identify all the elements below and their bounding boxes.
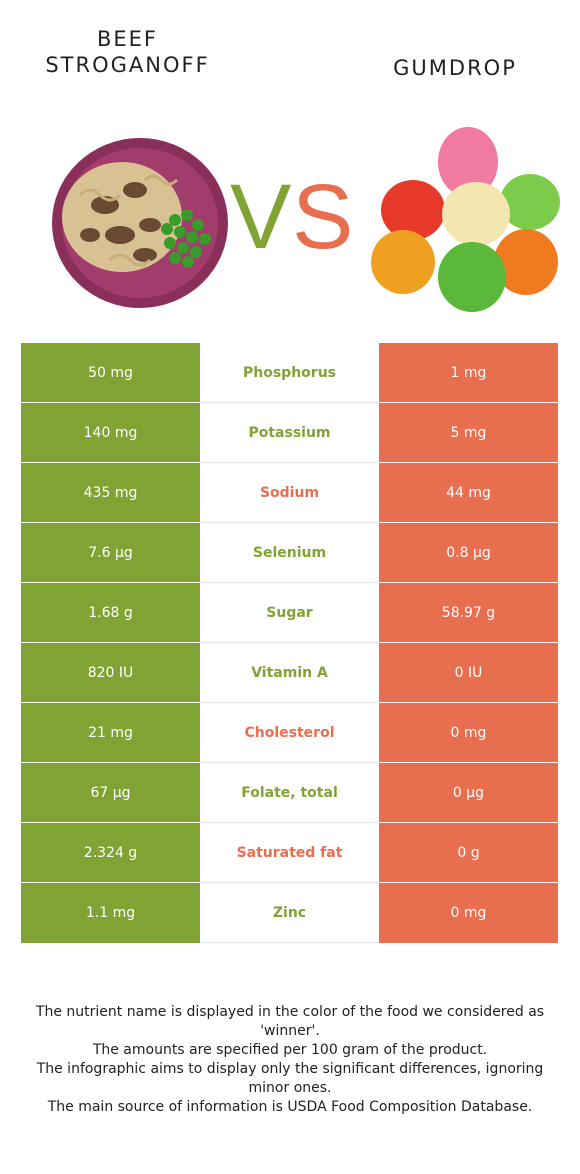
vs-label: V S — [230, 170, 352, 260]
nutrient-row: 1.1 mg Zinc 0 mg — [21, 882, 558, 943]
left-value: 435 mg — [21, 462, 200, 523]
nutrient-row: 140 mg Potassium 5 mg — [21, 402, 558, 463]
right-value: 58.97 g — [379, 582, 558, 643]
footer-line: The amounts are specified per 100 gram o… — [92, 1042, 488, 1058]
nutrient-name: Saturated fat — [200, 822, 379, 883]
left-value: 820 IU — [21, 642, 200, 703]
nutrient-name: Zinc — [200, 882, 379, 943]
nutrient-row: 1.68 g Sugar 58.97 g — [21, 582, 558, 643]
left-value: 21 mg — [21, 702, 200, 763]
nutrient-name: Phosphorus — [200, 343, 379, 403]
right-value: 0 mg — [379, 882, 558, 943]
svg-text:V: V — [230, 170, 291, 260]
left-value: 67 µg — [21, 762, 200, 823]
nutrient-row: 435 mg Sodium 44 mg — [21, 462, 558, 523]
footer-line: The infographic aims to display only the… — [36, 1061, 544, 1096]
nutrient-name: Vitamin A — [200, 642, 379, 703]
nutrient-name: Sodium — [200, 462, 379, 523]
right-value: 0 mg — [379, 702, 558, 763]
nutrient-name: Potassium — [200, 402, 379, 463]
nutrient-row: 21 mg Cholesterol 0 mg — [21, 702, 558, 763]
right-value: 1 mg — [379, 343, 558, 403]
left-value: 140 mg — [21, 402, 200, 463]
svg-text:S: S — [292, 170, 352, 260]
nutrient-row: 67 µg Folate, total 0 µg — [21, 762, 558, 823]
nutrient-row: 2.324 g Saturated fat 0 g — [21, 822, 558, 883]
nutrient-comparison-table: 50 mg Phosphorus 1 mg 140 mg Potassium 5 mg 43… — [21, 343, 558, 943]
left-value: 1.68 g — [21, 582, 200, 643]
right-value: 0 IU — [379, 642, 558, 703]
left-food-title: BEEF STROGANOFF — [45, 27, 210, 77]
right-value: 0 g — [379, 822, 558, 883]
right-value: 44 mg — [379, 462, 558, 523]
left-value: 7.6 µg — [21, 522, 200, 583]
nutrient-name: Folate, total — [200, 762, 379, 823]
nutrient-row: 7.6 µg Selenium 0.8 µg — [21, 522, 558, 583]
right-value: 5 mg — [379, 402, 558, 463]
nutrient-name: Cholesterol — [200, 702, 379, 763]
footer-line: The nutrient name is displayed in the co… — [35, 1004, 545, 1039]
nutrient-name: Sugar — [200, 582, 379, 643]
footer-line: The main source of information is USDA F… — [47, 1099, 533, 1115]
left-value: 1.1 mg — [21, 882, 200, 943]
left-value: 50 mg — [21, 343, 200, 403]
nutrient-name: Selenium — [200, 522, 379, 583]
right-food-title: GUMDROP — [393, 56, 517, 80]
nutrient-row: 50 mg Phosphorus 1 mg — [21, 343, 558, 403]
left-value: 2.324 g — [21, 822, 200, 883]
beef-stroganoff-image — [52, 138, 228, 308]
footer-notes: The nutrient name is displayed in the co… — [18, 1003, 562, 1117]
gumdrop-image — [371, 127, 560, 312]
right-value: 0.8 µg — [379, 522, 558, 583]
right-value: 0 µg — [379, 762, 558, 823]
